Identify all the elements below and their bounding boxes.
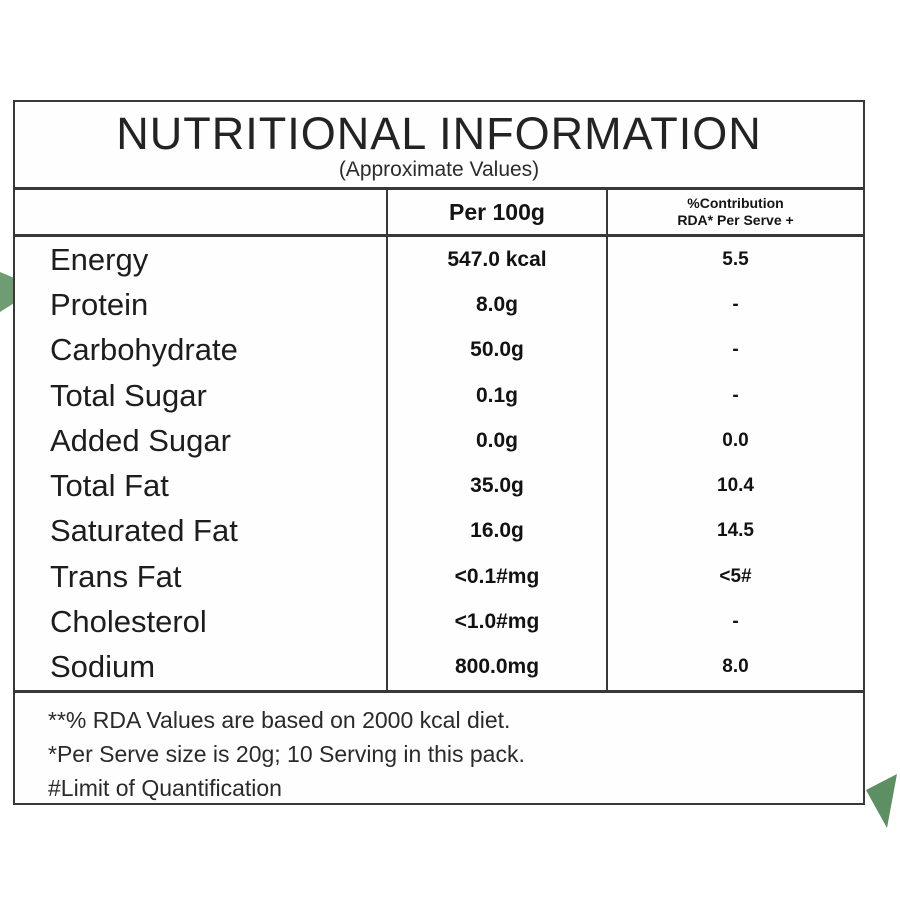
nutrient-label: Total Fat [15,463,388,509]
per-100g-value: 0.0g [388,418,608,464]
footnote-loq: #Limit of Quantification [48,775,282,801]
table-row: Saturated Fat 16.0g 14.5 [15,508,863,555]
rda-value: - [732,384,739,406]
rda-value: 5.5 [722,248,749,270]
per-100g-value: <0.1#mg [388,554,608,600]
rda-value: - [732,293,739,315]
per-100g-value: 0.1g [388,372,608,419]
rda-value: <5# [719,565,752,587]
rda-value: 8.0 [722,656,749,678]
per-100g-value: 50.0g [388,327,608,373]
footnote-serve-size: *Per Serve size is 20g; 10 Serving in th… [48,741,525,767]
table-row: Added Sugar 0.0g 0.0 [15,418,863,464]
rda-value: 0.0 [722,429,749,451]
table-header-row: Per 100g %Contribution RDA* Per Serve + [15,190,863,237]
nutrient-label: Cholesterol [15,599,388,645]
rda-value: 10.4 [717,475,754,497]
footnote-rda: **% RDA Values are based on 2000 kcal di… [48,707,511,733]
nutrient-label: Added Sugar [15,418,388,464]
table-body: Energy 547.0 kcal 5.5 Protein 8.0g - Car… [15,237,863,690]
header-rda-line2: RDA* Per Serve + [677,212,794,228]
nutrient-label: Saturated Fat [15,508,388,555]
footnotes-section: **% RDA Values are based on 2000 kcal di… [15,690,863,803]
page-subtitle: (Approximate Values) [338,158,540,181]
rda-value: - [732,339,739,361]
rda-value: 14.5 [717,520,754,542]
table-row: Protein 8.0g - [15,282,863,328]
header-nutrient-column [15,190,388,234]
header-rda-line1: %Contribution [687,195,784,211]
nutrient-label: Protein [15,282,388,328]
table-row: Total Fat 35.0g 10.4 [15,463,863,509]
rda-value: - [732,611,739,633]
table-row: Trans Fat <0.1#mg <5# [15,554,863,600]
per-100g-value: 547.0 kcal [388,237,608,283]
per-100g-value: 16.0g [388,508,608,555]
page-title: NUTRITIONAL INFORMATION [116,108,762,159]
table-row: Carbohydrate 50.0g - [15,327,863,373]
nutrition-label: NUTRITIONAL INFORMATION (Approximate Val… [13,100,865,805]
nutrient-label: Carbohydrate [15,327,388,373]
header-rda-contribution: %Contribution RDA* Per Serve + [608,190,863,234]
title-section: NUTRITIONAL INFORMATION (Approximate Val… [15,102,863,190]
nutrient-label: Total Sugar [15,372,388,419]
per-100g-value: 8.0g [388,282,608,328]
per-100g-value: 35.0g [388,463,608,509]
per-100g-value: 800.0mg [388,644,608,690]
table-row: Total Sugar 0.1g - [15,372,863,419]
header-per-100g: Per 100g [388,190,608,234]
leaf-right-icon [866,774,897,828]
nutrient-label: Energy [15,237,388,283]
table-row: Energy 547.0 kcal 5.5 [15,237,863,283]
table-row: Cholesterol <1.0#mg - [15,599,863,645]
table-row: Sodium 800.0mg 8.0 [15,644,863,690]
nutrient-label: Sodium [15,644,388,690]
nutrient-label: Trans Fat [15,554,388,600]
per-100g-value: <1.0#mg [388,599,608,645]
